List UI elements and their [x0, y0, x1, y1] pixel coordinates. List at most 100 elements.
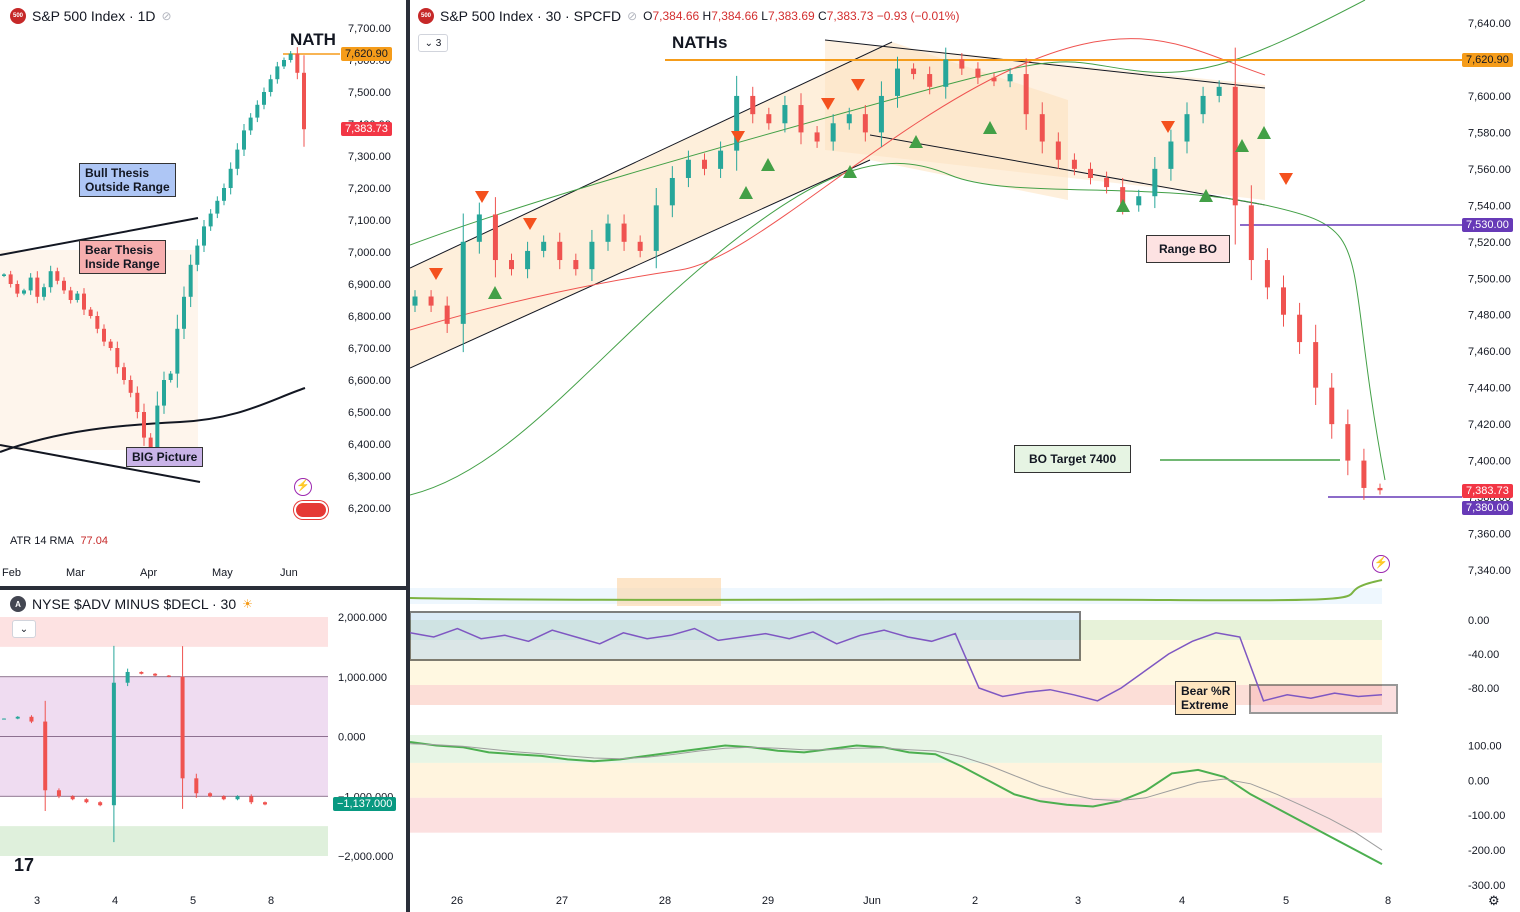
sell-signal-marker	[1279, 173, 1293, 185]
x-tick-label: 29	[762, 895, 774, 907]
intraday-candle	[702, 159, 707, 169]
intraday-candle	[798, 105, 804, 133]
intraday-candle	[541, 241, 547, 251]
breadth-candle	[139, 671, 144, 674]
daily-candle	[88, 309, 93, 316]
breadth-candle	[166, 675, 171, 677]
willr-box-bear	[1249, 684, 1398, 714]
daily-chart-panel: 7,700.007,600.007,500.007,400.007,300.00…	[0, 0, 406, 586]
breadth-candle	[194, 778, 199, 794]
daily-candle	[68, 290, 73, 300]
breadth-last-pill: −1,137.000	[333, 797, 397, 811]
settings-icon[interactable]: ⊘	[627, 9, 638, 23]
chevron-down-icon[interactable]: ⌄	[12, 620, 36, 638]
daily-candle	[275, 66, 280, 80]
bear-thesis-label: Bear Thesis Inside Range	[79, 240, 166, 274]
y-tick-label: 7,700.00	[348, 23, 391, 35]
daily-chart-title[interactable]: S&P 500 Index · 1D	[32, 8, 156, 24]
y-tick-label: 7,420.00	[1468, 419, 1511, 431]
settings-icon[interactable]: ⊘	[161, 9, 172, 23]
lightning-icon[interactable]: ⚡	[294, 478, 312, 496]
breadth-candle	[98, 802, 103, 806]
atr-indicator[interactable]: ATR 14 RMA 77.04	[10, 535, 108, 547]
buy-signal-marker	[1116, 199, 1130, 212]
intraday-candle	[1281, 287, 1286, 315]
intraday-candle	[589, 241, 595, 270]
chevron-down-icon: ⌄	[424, 37, 434, 49]
buy-signal-marker	[1235, 139, 1249, 152]
intraday-candle	[605, 223, 611, 242]
y-tick-label: 7,460.00	[1468, 346, 1511, 358]
nath-price-pill: 7,620.90	[341, 47, 392, 61]
macd-tick: -200.00	[1468, 845, 1505, 857]
y-tick-label: 7,500.00	[1468, 273, 1511, 285]
lightning-icon[interactable]: ⚡	[1372, 555, 1390, 573]
x-tick-label: 5	[1283, 895, 1289, 907]
intraday-chart-title[interactable]: S&P 500 Index · 30 · SPCFD	[440, 8, 622, 24]
sell-signal-marker	[429, 268, 443, 280]
breadth-chart-title[interactable]: NYSE $ADV MINUS $DECL · 30	[32, 596, 237, 612]
intraday-7530-pill: 7,530.00	[1462, 218, 1513, 232]
intraday-candle	[1071, 159, 1077, 169]
y-tick-label: 7,340.00	[1468, 565, 1511, 577]
buy-signal-marker	[909, 135, 923, 148]
intraday-candle	[621, 223, 627, 242]
volume-highlight	[617, 578, 721, 606]
range-lower-line	[869, 134, 1266, 206]
buy-signal-marker	[761, 158, 775, 171]
x-tick-label: Mar	[66, 567, 85, 579]
daily-candle	[162, 380, 166, 406]
intraday-candle	[1377, 487, 1383, 491]
buy-signal-marker	[843, 165, 857, 178]
y-tick-label: 7,480.00	[1468, 310, 1511, 322]
intraday-candle	[750, 95, 756, 115]
intraday-candle	[718, 150, 724, 169]
breadth-candle	[125, 671, 130, 683]
intraday-candle	[959, 59, 965, 69]
y-tick-label: 6,200.00	[348, 503, 391, 515]
bear-thesis-line-1: Bear Thesis	[85, 243, 154, 257]
x-tick-label: 3	[1075, 895, 1081, 907]
intraday-chart-canvas[interactable]: 7,640.007,620.007,600.007,580.007,560.00…	[410, 0, 1520, 912]
y-tick-label: 7,540.00	[1468, 200, 1511, 212]
macd-line	[410, 741, 1383, 865]
daily-candle	[228, 168, 233, 188]
breadth-candle	[263, 802, 267, 805]
breadth-candle	[111, 682, 116, 806]
daily-candle	[188, 264, 193, 297]
settings-gear-icon[interactable]: ⚙	[1488, 893, 1500, 908]
flag-icon[interactable]	[294, 501, 328, 519]
intraday-candle	[1345, 424, 1351, 461]
breadth-x-tick: 3	[34, 895, 40, 907]
daily-candle	[8, 274, 13, 284]
daily-candle	[262, 92, 266, 105]
intraday-candle	[1088, 168, 1093, 178]
breadth-candle	[153, 673, 158, 676]
collapse-indicators-button[interactable]: ⌄ 3	[418, 34, 448, 52]
buy-signal-marker	[1257, 126, 1271, 139]
daily-candle	[22, 290, 26, 294]
intraday-candle	[1216, 86, 1222, 96]
breadth-candle	[70, 796, 75, 800]
channel-upper-line	[410, 41, 893, 269]
daily-candle	[175, 328, 180, 374]
last-price-pill: 7,383.73	[341, 122, 392, 136]
y-tick-label: 7,100.00	[348, 215, 391, 227]
breadth-symbol-badge: A	[10, 596, 26, 612]
intraday-candle	[1329, 387, 1335, 425]
daily-chart-canvas[interactable]: 7,700.007,600.007,500.007,400.007,300.00…	[0, 0, 406, 586]
intraday-candle	[557, 241, 563, 261]
breadth-chart-panel: 2,000.0001,000.0000.000−1,000.000−2,000.…	[0, 590, 406, 912]
sell-signal-marker	[523, 218, 537, 230]
daily-candle	[215, 200, 220, 214]
intraday-candle	[476, 214, 482, 242]
breadth-chart-canvas[interactable]: 2,000.0001,000.0000.000−1,000.000−2,000.…	[0, 590, 406, 912]
intraday-candle	[862, 114, 868, 133]
daily-candle	[182, 296, 186, 329]
bo-target-label: BO Target 7400	[1014, 445, 1132, 473]
macd-neutral-zone	[410, 762, 1382, 798]
daily-candle	[155, 405, 160, 451]
buy-signal-marker	[488, 286, 502, 299]
daily-candle	[75, 293, 80, 300]
daily-candle	[235, 149, 240, 169]
